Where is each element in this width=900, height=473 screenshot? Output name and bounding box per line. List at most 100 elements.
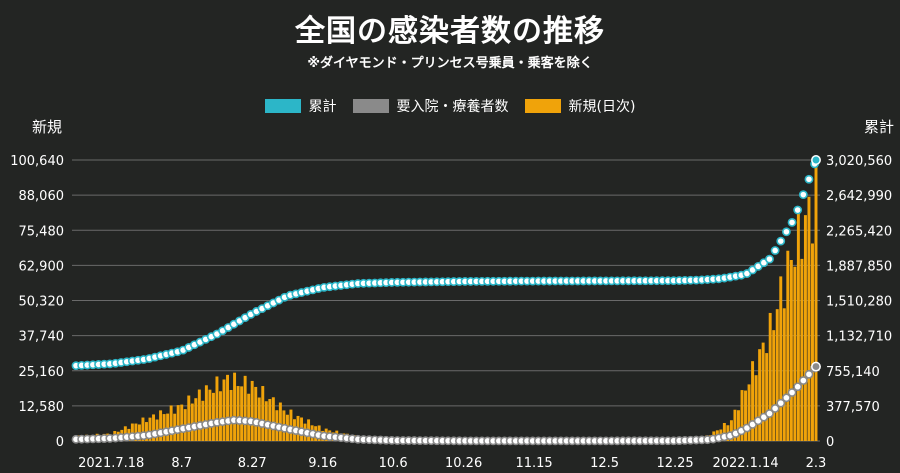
cumulative-point <box>787 218 797 227</box>
x-tick-label: 8.27 <box>238 456 267 471</box>
recuperating-last-point <box>811 361 821 372</box>
bar-new-daily <box>159 410 163 441</box>
right-tick-label: 1,510,280 <box>826 295 892 310</box>
bar-new-daily <box>786 250 790 441</box>
bar-new-daily <box>243 375 247 441</box>
bar-new-daily <box>152 414 155 441</box>
bar-new-daily <box>247 393 251 441</box>
left-tick-label: 12,580 <box>19 400 65 415</box>
bar-new-daily <box>233 372 237 441</box>
bar-new-daily <box>204 385 208 441</box>
bar-new-daily <box>194 398 198 441</box>
legend-label-cumulative: 累計 <box>308 99 337 115</box>
bar-new-daily <box>271 397 275 441</box>
bar-new-daily <box>782 308 786 441</box>
x-tick-label: 12.5 <box>590 456 619 471</box>
recuperating-point <box>765 409 774 418</box>
bar-new-daily <box>747 384 751 441</box>
bar-new-daily <box>176 405 180 441</box>
bar-new-daily <box>744 390 747 441</box>
legend-item-new[interactable]: 新規(日次) <box>524 96 636 116</box>
left-tick-label: 0 <box>56 435 64 450</box>
bar-new-daily <box>180 404 184 441</box>
cumulative-point <box>782 227 791 237</box>
bar-new-daily <box>197 389 201 441</box>
recuperating-point <box>787 388 797 397</box>
bar-new-daily <box>811 243 814 441</box>
bar-new-daily <box>729 420 733 441</box>
cumulative-point <box>793 205 803 215</box>
bar-new-daily <box>187 395 191 441</box>
bar-new-daily <box>208 389 212 441</box>
right-tick-label: 1,132,710 <box>826 330 892 345</box>
bar-new-daily <box>800 258 804 441</box>
left-axis-label: 新規 <box>32 118 62 136</box>
bar-new-daily <box>803 215 807 441</box>
left-tick-label: 37,740 <box>19 330 65 345</box>
legend: 累計 要入院・療養者数 新規(日次) <box>0 96 900 116</box>
bar-new-daily <box>807 196 811 441</box>
x-tick-label: 2.3 <box>806 456 827 471</box>
recuperating-point <box>793 382 803 392</box>
bar-new-daily <box>166 413 170 441</box>
bar-new-daily <box>278 402 282 441</box>
bars-new-daily <box>74 165 818 441</box>
right-axis-label: 累計 <box>864 118 894 136</box>
legend-label-new: 新規(日次) <box>568 99 636 115</box>
bar-new-daily <box>229 389 233 441</box>
bar-new-daily <box>722 422 726 441</box>
cumulative-point <box>770 246 780 255</box>
bar-new-daily <box>765 353 769 441</box>
bar-new-daily <box>796 206 800 441</box>
x-tick-label: 8.7 <box>171 456 192 471</box>
bar-new-daily <box>761 342 765 441</box>
left-tick-label: 100,640 <box>10 154 64 169</box>
legend-swatch-new <box>524 99 561 113</box>
recuperating-point <box>776 398 786 408</box>
right-tick-label: 3,020,560 <box>826 154 892 169</box>
chart-title: 全国の感染者数の推移 <box>295 14 605 49</box>
x-tick-label: 11.15 <box>515 456 552 471</box>
x-tick-label: 12.25 <box>656 456 693 471</box>
legend-item-cumulative[interactable]: 累計 <box>264 96 337 116</box>
x-tick-label: 10.26 <box>445 456 482 471</box>
bar-new-daily <box>219 391 222 441</box>
bar-new-daily <box>793 266 797 441</box>
right-tick-label: 2,265,420 <box>826 224 892 239</box>
cumulative-point <box>804 174 814 184</box>
legend-swatch-cumulative <box>264 99 301 113</box>
cumulative-point <box>765 254 774 264</box>
bar-new-daily <box>758 349 762 441</box>
bar-new-daily <box>775 309 779 441</box>
right-tick-label: 2,642,990 <box>826 189 892 204</box>
x-tick-label: 10.6 <box>379 456 408 471</box>
x-tick-label: 2022.1.14 <box>712 456 778 471</box>
left-tick-label: 88,060 <box>19 189 65 204</box>
left-tick-label: 50,320 <box>19 295 65 310</box>
x-tick-label: 9.16 <box>308 456 337 471</box>
bar-new-daily <box>254 386 258 441</box>
bar-new-daily <box>148 417 152 441</box>
bar-new-daily <box>169 405 173 441</box>
bar-new-daily <box>201 400 205 441</box>
bar-new-daily <box>740 390 744 441</box>
bar-new-daily <box>814 165 818 441</box>
bar-new-daily <box>768 312 772 441</box>
bar-new-daily <box>226 374 229 441</box>
bar-new-daily <box>162 414 166 441</box>
cumulative-point <box>798 190 808 200</box>
left-tick-label: 62,900 <box>19 259 65 274</box>
bar-new-daily <box>190 403 194 441</box>
bar-new-daily <box>737 410 740 441</box>
x-tick-label: 2021.7.18 <box>78 456 144 471</box>
right-tick-label: 1,887,850 <box>826 259 892 274</box>
bar-new-daily <box>211 392 215 441</box>
cumulative-point <box>776 236 786 246</box>
legend-item-recuperating[interactable]: 要入院・療養者数 <box>352 96 509 116</box>
legend-label-recuperating: 要入院・療養者数 <box>396 99 509 115</box>
left-tick-label: 25,160 <box>19 365 65 380</box>
bar-new-daily <box>141 417 145 441</box>
recuperating-point <box>770 404 780 413</box>
right-tick-label: 0 <box>826 435 834 450</box>
